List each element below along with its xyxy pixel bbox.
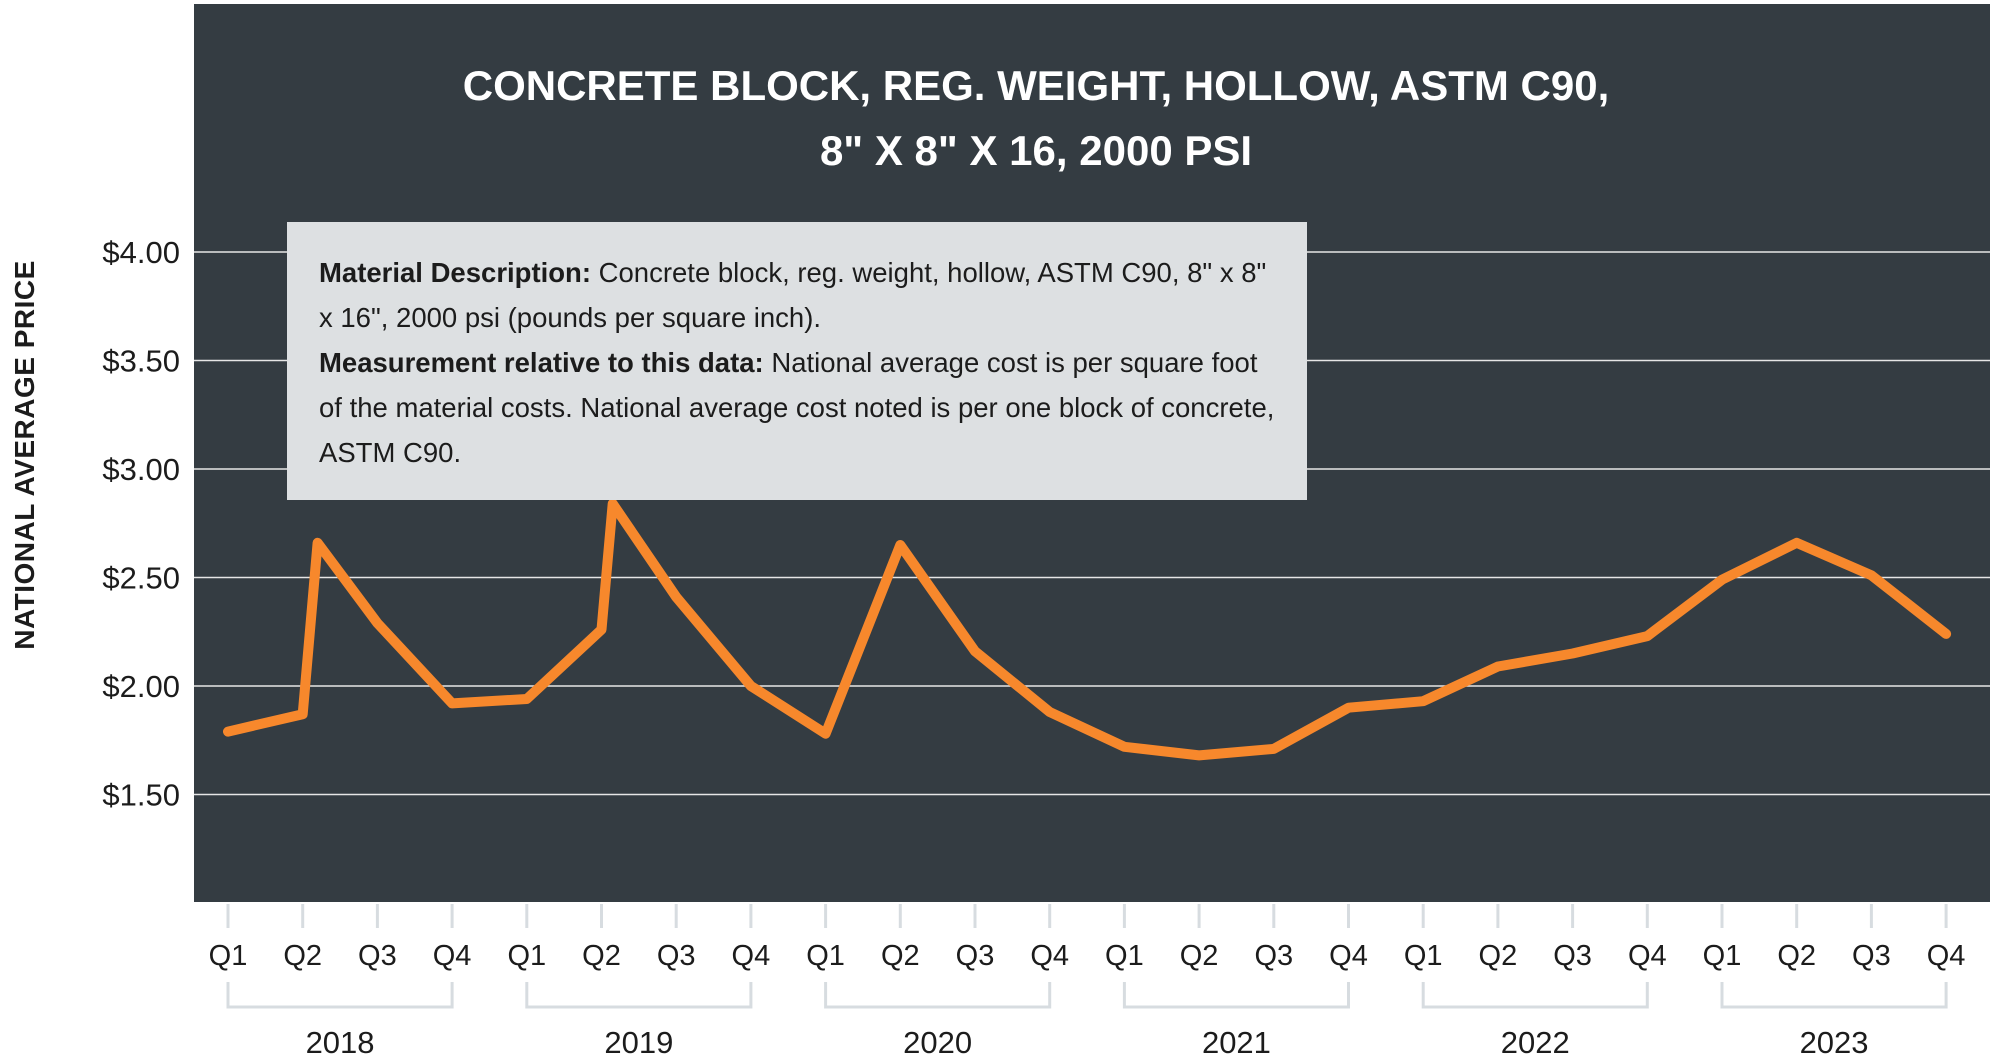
x-tick-label: Q4	[1927, 940, 1966, 972]
x-tick-label: Q4	[1329, 940, 1368, 972]
x-tick-label: Q4	[1628, 940, 1667, 972]
measurement-note-text: National average cost is per square foot…	[319, 347, 1275, 468]
year-label: 2020	[903, 1025, 972, 1060]
y-tick-label: $2.50	[102, 561, 180, 596]
y-axis-ticks: $4.00 $3.50 $3.00 $2.50 $2.00 $1.50	[102, 235, 180, 813]
chart-title-line-1: CONCRETE BLOCK, REG. WEIGHT, HOLLOW, AST…	[463, 62, 1609, 109]
year-label: 2018	[306, 1025, 375, 1060]
x-tick-label: Q4	[433, 940, 472, 972]
x-tick-label: Q2	[582, 940, 621, 972]
measurement-note-label: Measurement relative to this data:	[319, 347, 764, 378]
material-description-text: Concrete block, reg. weight, hollow, AST…	[319, 257, 1267, 333]
y-tick-label: $4.00	[102, 235, 180, 270]
x-tick-label: Q4	[732, 940, 771, 972]
chart-title-line-2: 8" X 8" X 16, 2000 PSI	[820, 127, 1252, 174]
x-tick-label: Q1	[507, 940, 546, 972]
y-tick-label: $3.50	[102, 344, 180, 379]
x-tick-label: Q3	[657, 940, 696, 972]
year-bracket	[1720, 982, 1948, 1009]
year-bracket	[1122, 982, 1350, 1009]
x-tick-label: Q3	[956, 940, 995, 972]
x-tick-label: Q2	[1479, 940, 1518, 972]
year-bracket	[1421, 982, 1649, 1009]
year-label: 2019	[604, 1025, 673, 1060]
x-tick-label: Q2	[881, 940, 920, 972]
year-label: 2022	[1501, 1025, 1570, 1060]
x-tick-label: Q1	[1105, 940, 1144, 972]
series-line	[223, 498, 1952, 761]
x-tick-label: Q4	[1030, 940, 1069, 972]
x-tick-label: Q1	[209, 940, 248, 972]
x-tick-label: Q2	[1180, 940, 1219, 972]
material-description-label: Material Description:	[319, 257, 592, 288]
x-tick-label: Q3	[1852, 940, 1891, 972]
year-bracket	[226, 982, 454, 1009]
year-label: 2023	[1800, 1025, 1869, 1060]
x-tick-label: Q3	[1553, 940, 1592, 972]
material-description: Material Description: Concrete block, re…	[319, 250, 1277, 340]
x-axis: Q1 Q2 Q3 Q4 Q1 Q2 Q3 Q4 Q1 Q2 Q3 Q4 Q1 Q2 Q3 Q4 Q1 Q2 Q3 Q4…	[209, 904, 1966, 1060]
year-bracket	[824, 982, 1052, 1009]
year-bracket	[525, 982, 753, 1009]
info-box: Material Description: Concrete block, re…	[287, 222, 1307, 500]
measurement-note: Measurement relative to this data: Natio…	[319, 340, 1277, 475]
x-tick-label: Q3	[1254, 940, 1293, 972]
x-tick-label: Q1	[1404, 940, 1443, 972]
y-tick-label: $2.00	[102, 669, 180, 704]
x-tick-label: Q2	[1777, 940, 1816, 972]
year-label: 2021	[1202, 1025, 1271, 1060]
y-tick-label: $3.00	[102, 452, 180, 487]
x-tick-label: Q1	[806, 940, 845, 972]
y-axis-label: NATIONAL AVERAGE PRICE	[9, 260, 40, 650]
x-tick-label: Q1	[1703, 940, 1742, 972]
y-tick-label: $1.50	[102, 778, 180, 813]
x-tick-label: Q2	[283, 940, 322, 972]
x-tick-label: Q3	[358, 940, 397, 972]
